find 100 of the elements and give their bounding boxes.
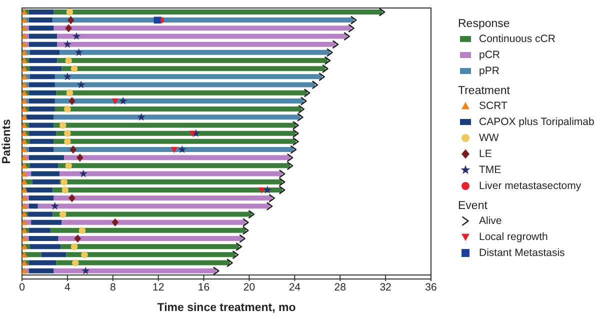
bar — [57, 58, 328, 63]
bar — [28, 42, 58, 47]
legend-label: Distant Metastasis — [479, 247, 565, 259]
point — [64, 130, 71, 137]
point — [79, 170, 88, 178]
point — [68, 194, 76, 202]
point — [332, 40, 339, 48]
bar — [30, 66, 62, 72]
point — [70, 146, 77, 154]
bar — [30, 74, 55, 80]
bar — [32, 179, 60, 184]
point — [258, 187, 266, 194]
point — [178, 145, 186, 154]
bar — [28, 90, 56, 96]
bar — [28, 236, 58, 241]
bar — [41, 252, 66, 258]
point — [65, 24, 72, 32]
bar — [64, 155, 290, 160]
point — [65, 57, 72, 64]
bar — [30, 138, 54, 144]
x-tick-label: 16 — [198, 281, 210, 294]
x-tick-label: 36 — [425, 281, 437, 294]
x-tick-label: 28 — [334, 281, 346, 294]
point — [239, 234, 246, 243]
legend-label: TME — [479, 164, 502, 176]
bar — [28, 82, 55, 88]
point — [232, 250, 239, 259]
point — [112, 218, 119, 226]
point — [60, 178, 68, 186]
bar — [58, 236, 242, 241]
point — [70, 65, 78, 72]
bar — [56, 90, 308, 96]
bar — [54, 98, 304, 104]
x-tick-label: 20 — [243, 281, 256, 294]
legend-label: WW — [479, 132, 499, 144]
legend-label: pPR — [479, 65, 500, 77]
point — [82, 266, 90, 274]
point — [344, 32, 350, 40]
point — [213, 266, 220, 276]
bar — [28, 196, 54, 201]
bar — [28, 228, 50, 233]
legend-label: Continuous cCR — [479, 33, 556, 45]
bar — [28, 155, 64, 160]
bar — [54, 138, 296, 144]
bar — [54, 268, 216, 274]
bar — [59, 171, 282, 176]
bar — [52, 18, 354, 23]
point — [189, 130, 196, 137]
bar — [28, 212, 53, 217]
bar — [54, 106, 302, 112]
bar — [28, 34, 58, 39]
x-tick-label: 24 — [288, 281, 301, 294]
point — [112, 98, 119, 104]
legend-label: SCRT — [479, 100, 508, 112]
point — [263, 186, 272, 194]
point — [64, 106, 71, 113]
legend-label: pCR — [479, 49, 500, 61]
point — [64, 138, 71, 145]
bar — [28, 268, 54, 274]
point — [22, 170, 28, 177]
point — [66, 8, 74, 16]
point — [63, 72, 72, 80]
bar — [38, 204, 270, 209]
point — [77, 80, 86, 88]
bar — [62, 66, 326, 72]
point — [67, 16, 74, 24]
text: Event — [458, 200, 488, 212]
point — [68, 96, 76, 106]
x-tick-label: 12 — [152, 281, 164, 294]
legend-label: LE — [479, 148, 492, 160]
point — [74, 234, 82, 243]
point — [72, 259, 79, 266]
bar — [26, 114, 54, 120]
legend-label: CAPOX plus Toripalimab — [479, 116, 594, 128]
bar — [56, 130, 296, 136]
bar — [57, 34, 347, 39]
bar — [28, 98, 55, 104]
text: Treatment — [458, 85, 511, 97]
bar — [30, 244, 61, 250]
bar — [59, 179, 282, 184]
bar — [28, 9, 54, 14]
bar — [54, 74, 322, 80]
bar — [54, 9, 382, 14]
point — [22, 251, 28, 258]
bar — [30, 50, 60, 55]
point — [70, 243, 78, 250]
point — [318, 72, 325, 81]
bar — [54, 196, 272, 201]
point — [312, 80, 318, 89]
point — [50, 202, 59, 210]
bar — [58, 163, 290, 168]
point — [76, 154, 84, 162]
legend-label: Local regrowth — [479, 231, 548, 243]
bar — [28, 26, 54, 31]
point — [78, 227, 86, 234]
point — [60, 122, 66, 129]
point — [236, 242, 242, 251]
bar — [30, 163, 58, 168]
legend-title: Response — [458, 18, 511, 30]
x-tick-label: 4 — [64, 281, 71, 294]
